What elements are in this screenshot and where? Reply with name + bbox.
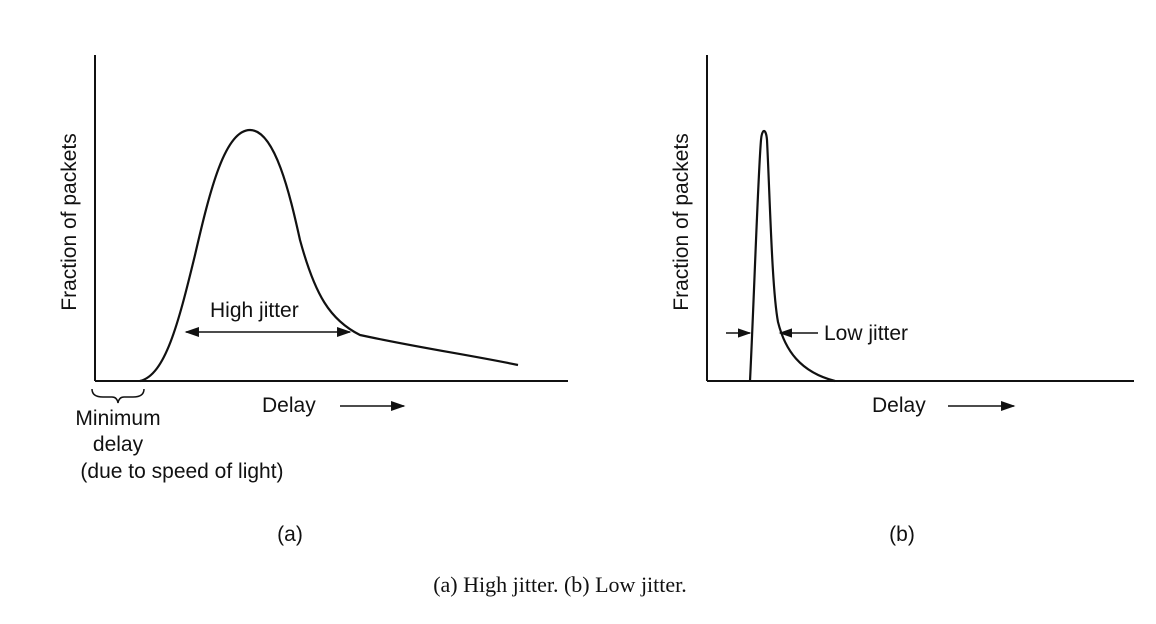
panel-a-x-axis-label: Delay <box>262 394 316 417</box>
panel-a-label: (a) <box>277 523 303 546</box>
panel-a-min-delay-line2: delay <box>93 433 144 456</box>
panel-b: Low jitter Fraction of packets Delay (b) <box>670 55 1134 546</box>
panel-a-min-delay-line3: (due to speed of light) <box>80 460 283 483</box>
panel-a-min-delay-brace <box>91 388 145 404</box>
figure-caption: (a) High jitter. (b) Low jitter. <box>433 572 687 597</box>
panel-b-y-axis-label: Fraction of packets <box>670 133 693 310</box>
panel-a-delay-curve <box>139 128 519 383</box>
panel-b-x-axis-label: Delay <box>872 394 926 417</box>
panel-a-y-axis-label: Fraction of packets <box>58 133 81 310</box>
panel-b-delay-curve <box>748 129 836 383</box>
panel-a-jitter-label: High jitter <box>210 299 299 322</box>
panel-b-jitter-label: Low jitter <box>824 322 908 345</box>
panel-a-min-delay-line1: Minimum <box>75 407 160 430</box>
panel-a: High jitter Fraction of packets Delay Mi… <box>58 55 568 546</box>
panel-b-label: (b) <box>889 523 915 546</box>
